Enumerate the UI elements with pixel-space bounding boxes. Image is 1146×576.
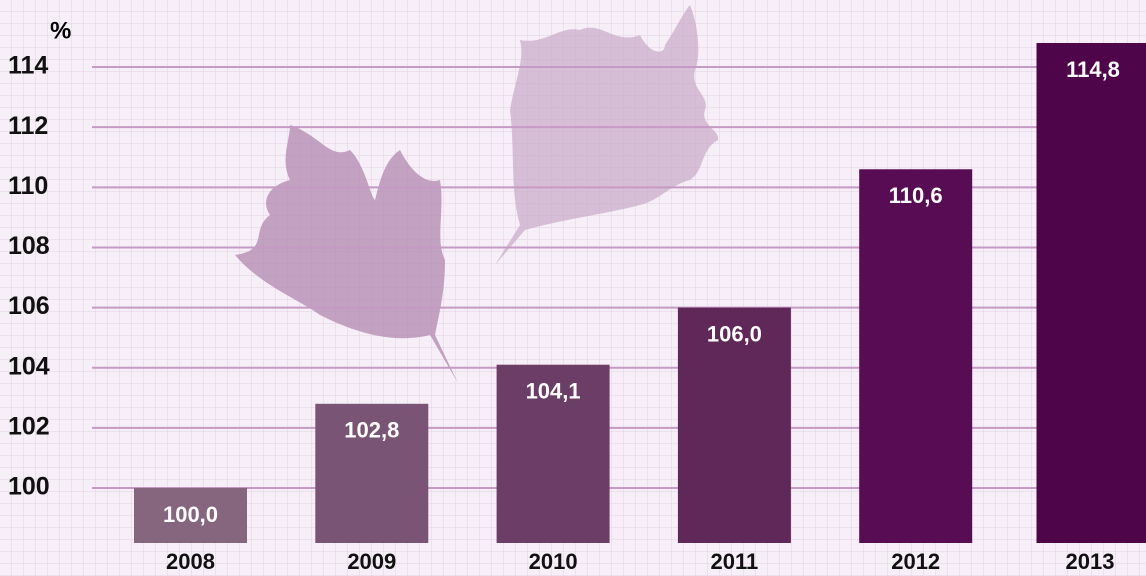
x-tick-label: 2009 bbox=[347, 549, 396, 574]
page: % 100 102 104 106 108 110 112 114 100,0 2008 102,8… bbox=[0, 0, 1146, 576]
unit-label: % bbox=[50, 17, 71, 44]
x-tick-label: 2012 bbox=[891, 549, 940, 574]
y-tick-label: 102 bbox=[8, 412, 50, 440]
y-tick-label: 114 bbox=[8, 52, 48, 80]
y-tick-label: 112 bbox=[8, 112, 48, 140]
chart: % 100 102 104 106 108 110 112 114 100,0 2008 102,8… bbox=[0, 0, 1146, 576]
x-tick-label: 2010 bbox=[529, 549, 578, 574]
y-tick-label: 106 bbox=[8, 292, 50, 320]
value-label: 104,1 bbox=[526, 379, 581, 404]
value-label: 102,8 bbox=[344, 418, 399, 443]
y-tick-label: 100 bbox=[8, 473, 50, 501]
value-label: 106,0 bbox=[707, 321, 762, 346]
y-tick-label: 110 bbox=[8, 172, 48, 200]
y-tick-label: 104 bbox=[8, 352, 50, 380]
bar bbox=[859, 169, 972, 543]
value-label: 110,6 bbox=[889, 183, 943, 208]
bar bbox=[1037, 43, 1146, 543]
x-tick-label: 2013 bbox=[1066, 549, 1115, 574]
value-label: 100,0 bbox=[163, 502, 218, 527]
x-tick-label: 2008 bbox=[166, 549, 215, 574]
y-tick-label: 108 bbox=[8, 232, 50, 260]
x-tick-label: 2011 bbox=[711, 549, 759, 574]
value-label: 114,8 bbox=[1066, 57, 1120, 82]
